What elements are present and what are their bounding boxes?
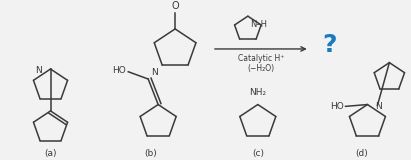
Text: (d): (d)	[355, 149, 368, 158]
Text: N: N	[375, 102, 382, 111]
Text: HO: HO	[330, 102, 344, 111]
Text: (−H₂O): (−H₂O)	[247, 64, 275, 72]
Text: N: N	[35, 66, 42, 75]
Text: O: O	[171, 1, 179, 11]
Text: (b): (b)	[144, 149, 157, 158]
Text: (c): (c)	[252, 149, 264, 158]
Text: ?: ?	[322, 33, 337, 57]
Text: Catalytic H⁺: Catalytic H⁺	[238, 54, 284, 63]
Text: N–H: N–H	[250, 20, 267, 29]
Text: (a): (a)	[44, 149, 57, 158]
Text: HO: HO	[113, 66, 126, 75]
Text: N: N	[151, 68, 158, 77]
Text: NH₂: NH₂	[249, 88, 266, 97]
